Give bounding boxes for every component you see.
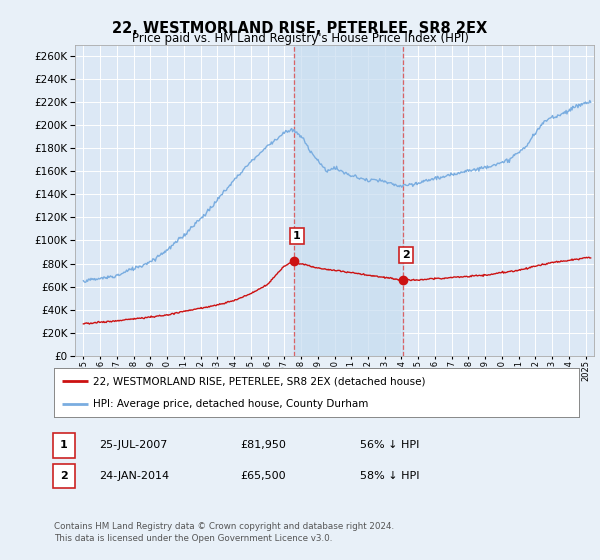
- Text: 24-JAN-2014: 24-JAN-2014: [99, 471, 169, 481]
- Text: £81,950: £81,950: [240, 440, 286, 450]
- Text: 22, WESTMORLAND RISE, PETERLEE, SR8 2EX (detached house): 22, WESTMORLAND RISE, PETERLEE, SR8 2EX …: [94, 376, 426, 386]
- Text: £65,500: £65,500: [240, 471, 286, 481]
- Text: 58% ↓ HPI: 58% ↓ HPI: [360, 471, 419, 481]
- Text: HPI: Average price, detached house, County Durham: HPI: Average price, detached house, Coun…: [94, 399, 369, 409]
- Text: 56% ↓ HPI: 56% ↓ HPI: [360, 440, 419, 450]
- Text: 1: 1: [60, 440, 68, 450]
- Text: 2: 2: [60, 471, 68, 481]
- Bar: [293, 45, 403, 356]
- Text: 2: 2: [402, 250, 410, 260]
- Text: Price paid vs. HM Land Registry's House Price Index (HPI): Price paid vs. HM Land Registry's House …: [131, 32, 469, 45]
- Text: 25-JUL-2007: 25-JUL-2007: [99, 440, 167, 450]
- Text: Contains HM Land Registry data © Crown copyright and database right 2024.
This d: Contains HM Land Registry data © Crown c…: [54, 522, 394, 543]
- Text: 22, WESTMORLAND RISE, PETERLEE, SR8 2EX: 22, WESTMORLAND RISE, PETERLEE, SR8 2EX: [112, 21, 488, 36]
- Text: 1: 1: [293, 231, 301, 241]
